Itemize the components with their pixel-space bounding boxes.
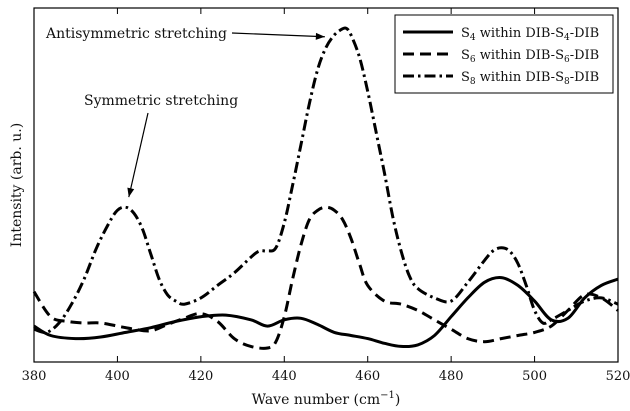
legend-s6-post: -DIB [570, 48, 600, 63]
legend: S4 within DIB-S4-DIB S6 within DIB-S6-DI… [394, 14, 614, 94]
legend-box [394, 14, 614, 94]
x-tick-label: 400 [105, 369, 130, 384]
legend-s8-sub: 8 [470, 77, 476, 87]
series-line-s8 [33, 26, 619, 335]
x-tick-label: 480 [439, 369, 464, 384]
legend-s6-sub: 6 [470, 55, 476, 65]
annotation-antisymmetric: Antisymmetric stretching [45, 26, 227, 42]
legend-s8-sub2: 8 [564, 77, 570, 87]
arrow-symmetric-head [127, 187, 135, 198]
x-tick-label: 500 [522, 369, 547, 384]
arrow-symmetric [128, 112, 149, 198]
x-tick-label: 420 [188, 369, 213, 384]
x-tick-label: 460 [355, 369, 380, 384]
legend-s6-sub2: 6 [564, 55, 570, 65]
x-tick-label: 440 [272, 369, 297, 384]
legend-label-s4: S4 within DIB-S4-DIB [461, 26, 599, 43]
annotation-arrows [127, 32, 325, 198]
legend-label-s6: S6 within DIB-S6-DIB [461, 48, 599, 65]
x-axis-title: Wave number (cm−1) [252, 390, 401, 408]
series-lines [32, 26, 619, 350]
arrow-antisymmetric [231, 32, 325, 38]
x-tick-label: 380 [22, 369, 47, 384]
plot-frame [33, 7, 619, 363]
legend-s4-mid: within DIB-S [476, 26, 564, 41]
legend-s4-post: -DIB [570, 26, 600, 41]
series-line-s6 [32, 205, 619, 350]
legend-label-s8: S8 within DIB-S8-DIB [461, 70, 599, 87]
legend-s4-sub: 4 [470, 33, 476, 43]
annotation-symmetric: Symmetric stretching [84, 93, 238, 109]
legend-s4-sub2: 4 [564, 33, 570, 43]
series-line-s4 [33, 276, 619, 349]
x-axis-title-sup: −1 [380, 390, 395, 401]
legend-s6-mid: within DIB-S [476, 48, 564, 63]
legend-s8-mid: within DIB-S [476, 70, 564, 85]
legend-s8-post: -DIB [570, 70, 600, 85]
arrow-antisymmetric-head [315, 32, 325, 40]
y-axis-title: Intensity (arb. u.) [9, 123, 25, 247]
x-tick-label: 520 [606, 369, 630, 384]
x-axis-title-end: ) [395, 392, 400, 408]
axis-ticks: 380 400 420 440 460 480 500 520 [22, 8, 630, 384]
